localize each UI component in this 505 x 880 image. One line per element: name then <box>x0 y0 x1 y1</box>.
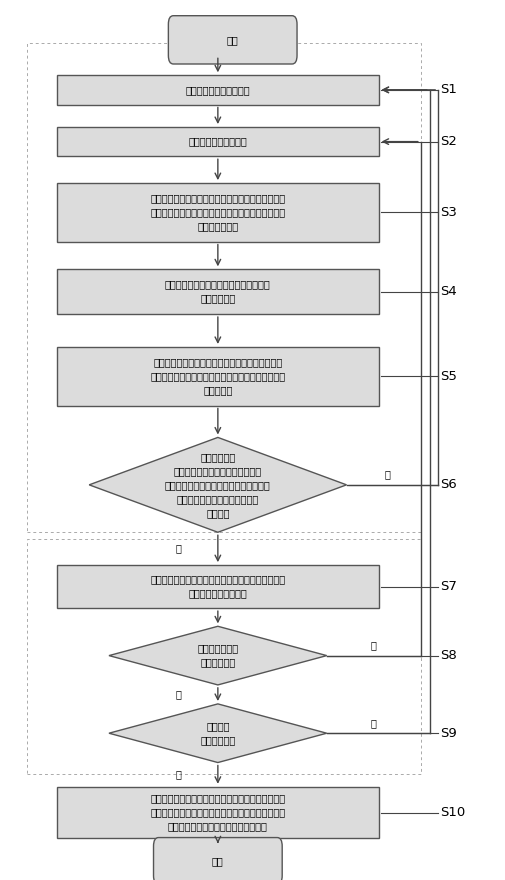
Text: 结束: 结束 <box>212 856 224 866</box>
Text: S9: S9 <box>440 727 458 740</box>
FancyBboxPatch shape <box>154 838 282 880</box>
Bar <box>57 347 379 406</box>
Text: 电机全部
都测试结束？: 电机全部 都测试结束？ <box>200 722 235 745</box>
Polygon shape <box>89 437 346 532</box>
Text: 计算该电机与电机驱动器组合下的所有振动加速度値
的有效値之和，并保存: 计算该电机与电机驱动器组合下的所有振动加速度値 的有效値之和，并保存 <box>150 575 285 598</box>
Text: 电机与运动执行机构相连: 电机与运动执行机构相连 <box>185 84 250 95</box>
Text: 使用加速度传感器在运动执行机构进行运动的时候
进行测试与采集运动执行机构的振动加速度値并将数
据进行保存: 使用加速度传感器在运动执行机构进行运动的时候 进行测试与采集运动执行机构的振动加… <box>150 357 285 395</box>
Text: S6: S6 <box>440 479 458 491</box>
Text: 比较不同电机与电机驱动器组合下，所有振动加速度
有效値之和的大小；所有振动加速度有效値之和最小
的电机与电机驱动器组合作为最佳组合: 比较不同电机与电机驱动器组合下，所有振动加速度 有效値之和的大小；所有振动加速度… <box>150 794 285 832</box>
Polygon shape <box>109 627 327 685</box>
Text: 否: 否 <box>175 544 181 554</box>
Bar <box>57 127 379 157</box>
Polygon shape <box>109 704 327 763</box>
Text: 否: 否 <box>370 718 376 728</box>
Text: S3: S3 <box>440 206 458 219</box>
Bar <box>57 565 379 608</box>
FancyBboxPatch shape <box>168 16 297 64</box>
Text: S1: S1 <box>440 84 458 97</box>
Text: S4: S4 <box>440 285 458 298</box>
Bar <box>57 75 379 105</box>
Bar <box>27 43 421 532</box>
Text: 电机驱动器全部
都测试结束？: 电机驱动器全部 都测试结束？ <box>197 643 238 668</box>
Text: 设置起点位置、终点位置、运动方向、运行速度、启
动速度，升速时间等运动参数，设置电机驱动器的驱
动电流和细分数: 设置起点位置、终点位置、运动方向、运行速度、启 动速度，升速时间等运动参数，设置… <box>150 194 285 231</box>
Text: 否: 否 <box>371 641 377 650</box>
Text: 是: 是 <box>175 689 181 700</box>
Text: 是: 是 <box>175 770 181 780</box>
Text: S8: S8 <box>440 649 458 662</box>
Text: 需要比较起点
位置，终点位置，运动方向，启动
速度，运行速度，电机驱动器驱动电流、
电机驱动器细分数等运动参数的
其他値？: 需要比较起点 位置，终点位置，运动方向，启动 速度，运行速度，电机驱动器驱动电流… <box>165 451 271 517</box>
Text: 开始: 开始 <box>227 35 238 45</box>
Bar <box>57 787 379 839</box>
Text: 运动控制器发送控制命令，使得运动执行
机构进行运动: 运动控制器发送控制命令，使得运动执行 机构进行运动 <box>165 280 271 304</box>
Bar <box>57 269 379 314</box>
Text: S10: S10 <box>440 806 466 819</box>
Text: 是: 是 <box>384 470 390 480</box>
Bar <box>27 539 421 774</box>
Bar <box>57 183 379 242</box>
Text: S7: S7 <box>440 580 458 593</box>
Text: S5: S5 <box>440 370 458 383</box>
Text: 电机与电机驱动器相连: 电机与电机驱动器相连 <box>188 136 247 147</box>
Text: S2: S2 <box>440 136 458 148</box>
